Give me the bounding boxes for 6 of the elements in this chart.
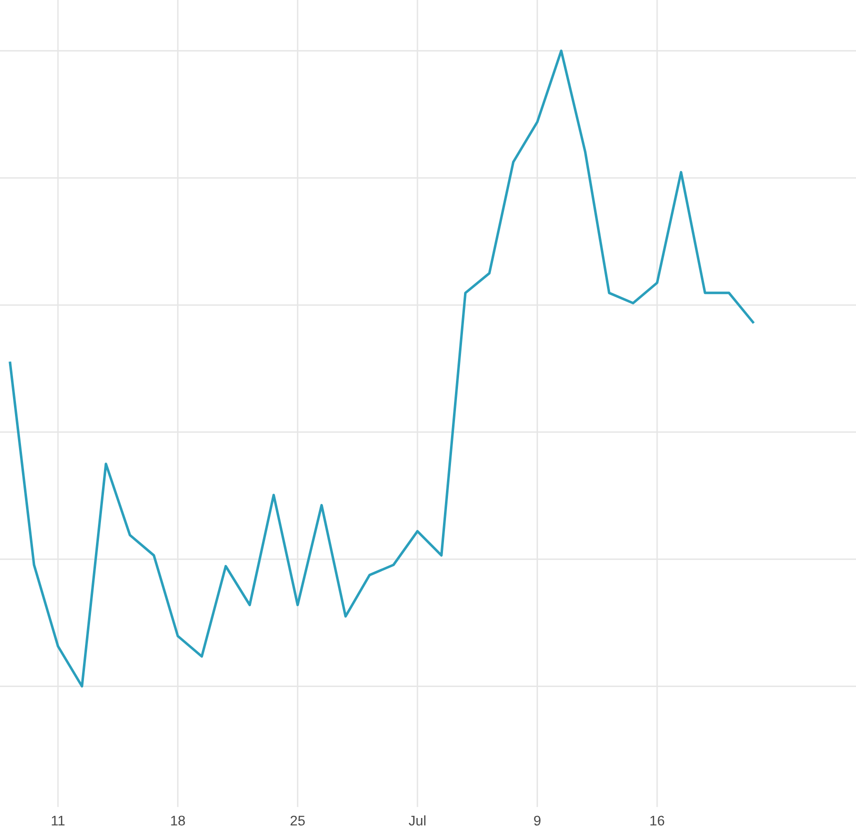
x-tick-label: Jul [408,815,426,826]
x-tick-label: 25 [290,816,305,826]
x-tick-label: 18 [171,816,185,826]
x-tick-label: 11 [52,816,65,826]
x-tick-label: 9 [534,816,540,826]
x-tick-label: 16 [650,816,664,826]
